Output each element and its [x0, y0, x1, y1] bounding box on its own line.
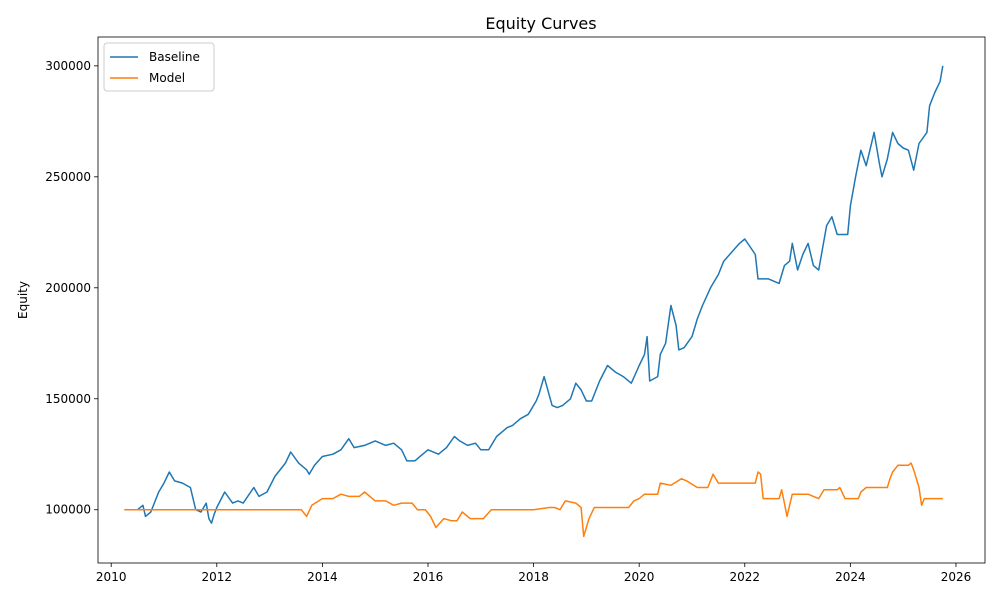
y-tick-label: 200000 [45, 281, 91, 295]
x-tick-label: 2020 [624, 570, 655, 584]
y-tick-label: 150000 [45, 392, 91, 406]
x-tick-label: 2016 [413, 570, 444, 584]
plot-frame [97, 36, 986, 564]
series-line-baseline [124, 65, 944, 524]
x-tick-label: 2026 [941, 570, 972, 584]
legend: Baseline Model [103, 42, 215, 92]
y-tick-label: 300000 [45, 59, 91, 73]
chart-title: Equity Curves [485, 14, 596, 33]
x-tick-label: 2018 [518, 570, 549, 584]
legend-label-model: Model [149, 71, 185, 85]
series-line-model [124, 462, 943, 538]
legend-box [103, 42, 215, 92]
x-tick-label: 2014 [307, 570, 338, 584]
y-tick-label: 250000 [45, 170, 91, 184]
x-tick-label: 2010 [96, 570, 127, 584]
legend-label-baseline: Baseline [149, 50, 200, 64]
x-tick-label: 2024 [835, 570, 866, 584]
y-axis-label: Equity [16, 281, 30, 319]
x-tick-label: 2022 [729, 570, 760, 584]
y-tick-label: 100000 [45, 503, 91, 517]
plot-area: 2010 2012 2014 2016 2018 2020 2022 2024 2026 1000… [45, 36, 986, 584]
x-tick-label: 2012 [202, 570, 233, 584]
